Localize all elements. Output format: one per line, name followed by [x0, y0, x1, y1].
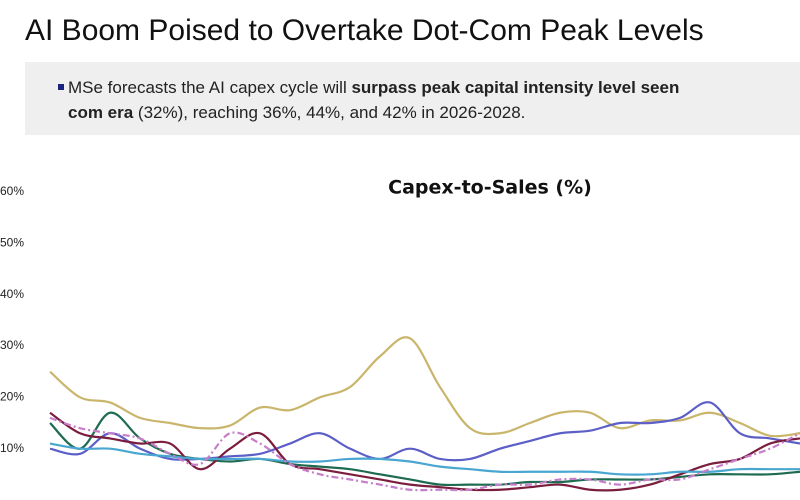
- chart-title: Capex-to-Sales (%): [388, 177, 592, 199]
- series-line: [49, 442, 800, 476]
- bullet-line: com era (32%), reaching 36%, 44%, and 42…: [68, 103, 525, 123]
- slide-title: AI Boom Poised to Overtake Dot-Com Peak …: [25, 14, 704, 47]
- y-tick-label: 50%: [0, 236, 24, 250]
- bullet-box: MSe forecasts the AI capex cycle will su…: [25, 62, 800, 135]
- text: MSe forecasts the AI capex cycle will: [68, 78, 352, 97]
- series-line: [49, 336, 800, 438]
- series-line: [49, 411, 800, 487]
- bullet-mark: [58, 84, 64, 90]
- series-line: [49, 411, 800, 492]
- y-tick-label: 20%: [0, 390, 24, 404]
- y-tick-label: 30%: [0, 338, 24, 352]
- text: (32%), reaching 36%, 44%, and 42% in 202…: [133, 103, 526, 122]
- bullet-line: MSe forecasts the AI capex cycle will su…: [68, 78, 679, 98]
- bold-text: com era: [68, 103, 134, 122]
- y-tick-label: 10%: [0, 441, 24, 455]
- y-tick-label: 40%: [0, 287, 24, 301]
- series-line: [49, 416, 800, 492]
- bold-text: surpass peak capital intensity level see…: [351, 78, 680, 97]
- y-tick-label: 60%: [0, 184, 24, 198]
- series-line: [49, 401, 800, 462]
